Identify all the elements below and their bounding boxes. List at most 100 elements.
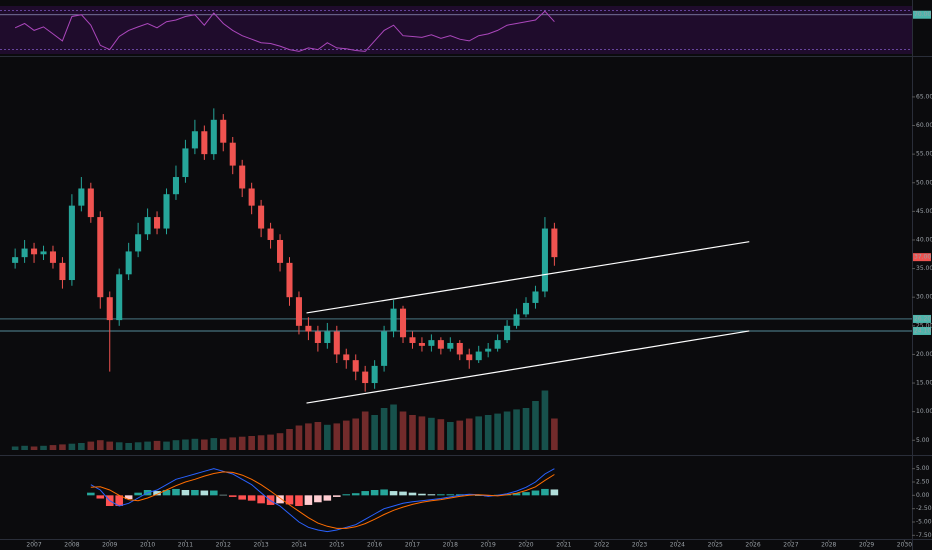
volume-bar: [115, 442, 123, 450]
time-tick-label: 2026: [745, 542, 760, 549]
macd-histogram-bar: [219, 494, 228, 496]
volume-bar: [541, 390, 549, 450]
volume-bar: [210, 438, 218, 450]
macd-histogram-bar: [134, 492, 142, 496]
volume-bar: [361, 411, 369, 450]
candle-body: [541, 228, 548, 292]
signal-line: [90, 471, 555, 529]
macd-histogram-bar: [418, 493, 426, 496]
macd-histogram-bar: [115, 495, 123, 506]
time-tick-label: 2017: [405, 542, 420, 549]
volume-bar: [106, 441, 114, 450]
candle-body: [21, 248, 28, 258]
macd-histogram-bar: [361, 491, 369, 496]
candle-body: [409, 337, 416, 343]
volume-bar: [503, 411, 511, 450]
candle-body: [172, 177, 179, 195]
time-tick-label: 2028: [821, 542, 836, 549]
macd-histogram-bar: [522, 492, 530, 496]
volume-bar: [96, 440, 104, 450]
macd-histogram-bar: [484, 495, 492, 497]
macd-tick-label: 2.50: [916, 479, 930, 486]
candle-body: [362, 371, 369, 384]
macd-histogram-bar: [512, 493, 521, 496]
price-tick-label: 40.00: [916, 236, 932, 243]
candle-body: [466, 354, 473, 361]
time-tick-label: 2010: [140, 542, 155, 549]
candle-body: [116, 274, 123, 321]
time-tick-label: 2015: [329, 542, 344, 549]
candle-body: [399, 308, 407, 338]
candle-body: [267, 228, 274, 240]
trendline: [306, 241, 750, 314]
candle-body: [286, 262, 293, 298]
volume-bar: [257, 435, 265, 450]
macd-tick-label: -2.50: [916, 505, 932, 512]
volume-bar: [286, 429, 293, 450]
volume-bar: [513, 409, 520, 450]
macd-histogram-bar: [200, 490, 209, 496]
price-tick-label: 15.00: [916, 380, 932, 387]
macd-histogram-bar: [541, 488, 549, 496]
time-tick-label: 2023: [632, 542, 647, 549]
volume-bar: [182, 439, 189, 450]
volume-bar: [437, 419, 445, 450]
candle-body: [125, 251, 132, 275]
macd-tick-label: -7.50: [916, 532, 932, 539]
volume-bar: [238, 436, 246, 450]
time-tick-label: 2029: [859, 542, 874, 549]
time-tick-label: 2018: [443, 542, 458, 549]
candle-body: [220, 119, 227, 143]
candle-body: [31, 248, 38, 255]
price-tick-label: 25.00: [916, 322, 932, 329]
macd-histogram-bar: [285, 495, 294, 505]
macd-histogram-bar: [446, 494, 455, 496]
volume-bar: [219, 438, 227, 450]
macd-histogram-bar: [191, 490, 199, 496]
macd-histogram-bar: [153, 491, 161, 496]
macd-histogram-bar: [238, 495, 246, 500]
time-tick-label: 2019: [481, 542, 496, 549]
macd-histogram-bar: [162, 490, 171, 496]
time-tick-label: 2016: [367, 542, 382, 549]
candle-body: [504, 325, 511, 341]
volume-bar: [87, 441, 95, 450]
candle-body: [485, 348, 492, 352]
price-tick-label: 30.00: [916, 294, 932, 301]
price-tick-label: 10.00: [916, 408, 932, 415]
volume-bar: [475, 416, 483, 450]
time-tick-label: 2022: [594, 542, 609, 549]
candle-body: [305, 325, 312, 332]
volume-bar: [40, 445, 47, 450]
volume-bar: [191, 438, 199, 450]
volume-bar: [371, 415, 378, 450]
macd-histogram-bar: [304, 495, 313, 505]
volume-bar: [494, 413, 501, 450]
candle-body: [277, 239, 284, 263]
volume-bar: [314, 422, 322, 450]
price-tag-label: 37.00: [914, 254, 931, 261]
price-tick-label: 45.00: [916, 208, 932, 215]
volume-bar: [144, 441, 151, 450]
volume-bar: [68, 443, 76, 450]
volume-bar: [409, 415, 416, 450]
candle-body: [371, 365, 378, 384]
volume-bar: [78, 443, 85, 450]
macd-histogram-bar: [210, 490, 218, 496]
candle-body: [437, 340, 444, 349]
volume-bar: [295, 425, 303, 450]
price-tick-label: 50.00: [916, 179, 932, 186]
volume-bar: [447, 422, 454, 450]
price-tick-label: 60.00: [916, 122, 932, 129]
candle-body: [87, 188, 94, 218]
volume-bar: [248, 436, 255, 450]
volume-bar: [551, 418, 558, 450]
macd-histogram-bar: [408, 492, 417, 496]
price-tick-label: 55.00: [916, 151, 932, 158]
macd-histogram-bar: [389, 491, 398, 496]
candle-body: [295, 297, 302, 326]
candle-body: [418, 342, 425, 346]
candle-body: [314, 331, 321, 343]
candle-body: [352, 360, 359, 372]
